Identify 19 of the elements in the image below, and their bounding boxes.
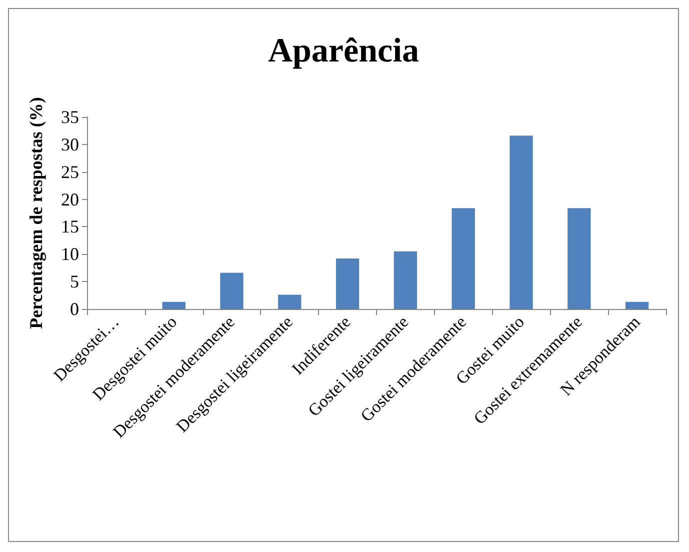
y-tick-label: 25 — [61, 162, 79, 182]
y-tick-label: 20 — [61, 189, 79, 210]
chart-title: Aparência — [268, 32, 420, 70]
bar — [625, 302, 649, 309]
y-tick-label: 10 — [61, 244, 79, 264]
y-tick-label: 35 — [61, 107, 79, 127]
bar — [278, 294, 302, 309]
bar — [162, 302, 186, 309]
bar — [394, 251, 418, 309]
bar — [452, 208, 475, 309]
y-tick-label: 15 — [61, 216, 79, 237]
bar — [220, 272, 244, 309]
y-tick-label: 0 — [70, 299, 79, 319]
y-tick-label: 30 — [61, 134, 79, 154]
bar — [336, 258, 360, 309]
y-tick-label: 5 — [70, 272, 79, 292]
y-axis-title: Percentagem de respostas (%) — [26, 97, 46, 329]
bar — [510, 136, 533, 309]
bar — [568, 208, 591, 309]
